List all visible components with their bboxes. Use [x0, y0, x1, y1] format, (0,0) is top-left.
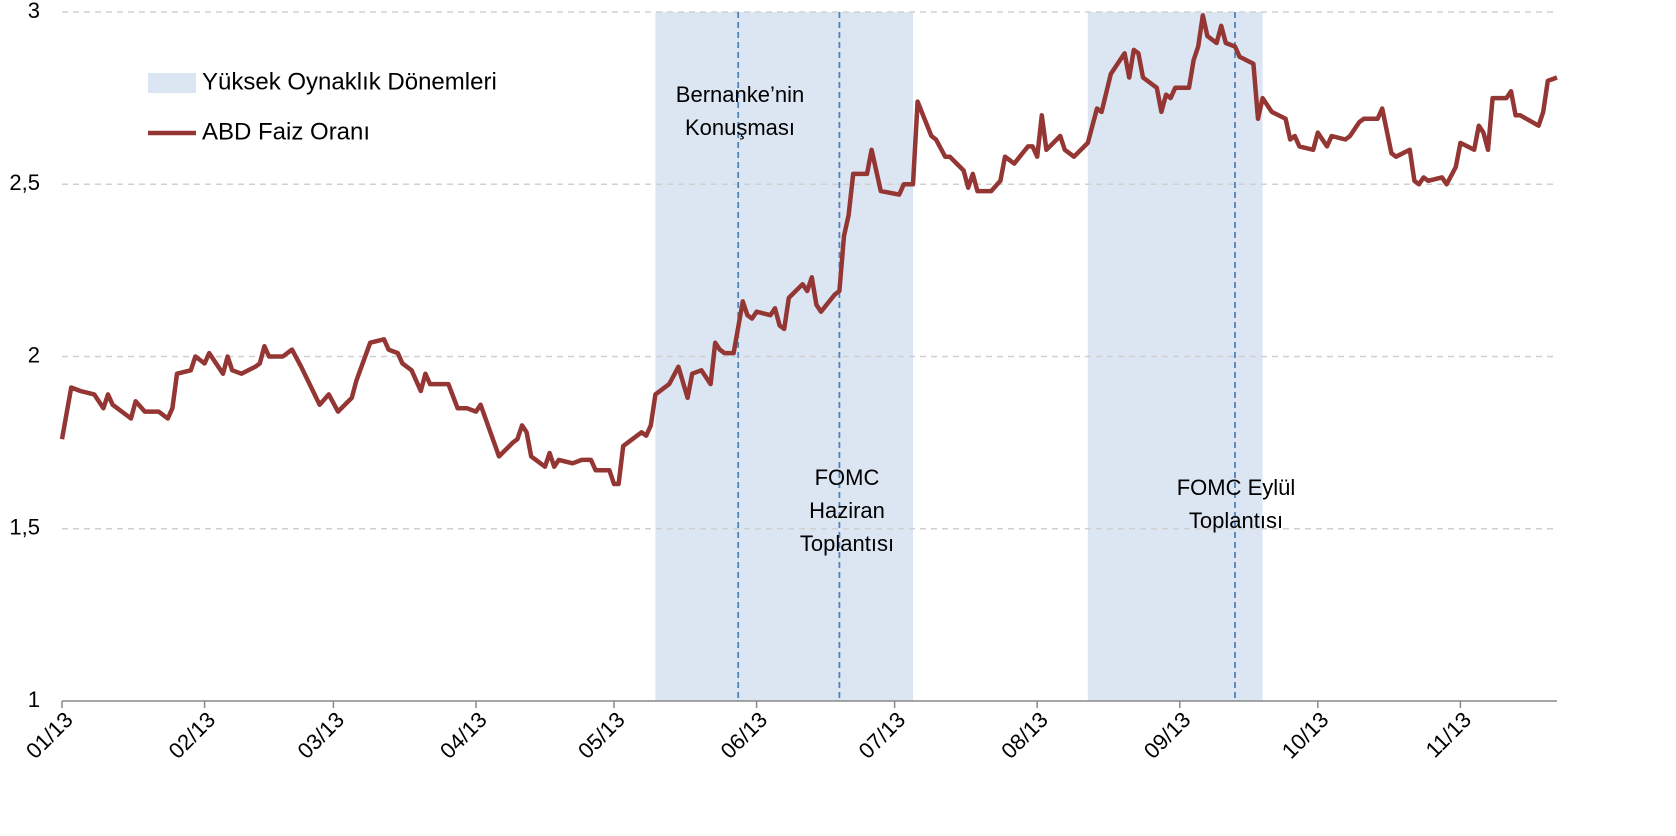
event-label: Bernanke’nin — [676, 82, 804, 107]
event-label: FOMC — [815, 465, 880, 490]
event-label: Haziran — [809, 498, 885, 523]
y-tick-label: 2 — [28, 342, 40, 367]
x-tick-label: 06/13 — [716, 707, 773, 764]
x-tick-label: 03/13 — [292, 707, 349, 764]
y-tick-label: 1 — [28, 687, 40, 712]
line-series — [59, 13, 1558, 487]
y-tick-label: 3 — [28, 0, 40, 23]
event-label: Toplantısı — [800, 531, 894, 556]
x-tick-label: 04/13 — [435, 707, 492, 764]
event-label: Toplantısı — [1189, 508, 1283, 533]
x-tick-label: 10/13 — [1277, 707, 1334, 764]
x-tick-label: 08/13 — [996, 707, 1053, 764]
y-tick-label: 2,5 — [9, 170, 40, 195]
legend-swatch — [148, 73, 196, 93]
x-tick-label: 07/13 — [854, 707, 911, 764]
x-tick-label: 02/13 — [164, 707, 221, 764]
y-tick-label: 1,5 — [9, 515, 40, 540]
event-label: Konuşması — [685, 115, 795, 140]
x-tick-label: 09/13 — [1139, 707, 1196, 764]
x-tick-label: 05/13 — [573, 707, 630, 764]
event-label: FOMC Eylül — [1177, 475, 1296, 500]
legend-label: ABD Faiz Oranı — [202, 118, 370, 145]
x-tick-label: 01/13 — [21, 707, 78, 764]
legend-label: Yüksek Oynaklık Dönemleri — [202, 68, 497, 95]
x-tick-label: 11/13 — [1421, 707, 1476, 762]
